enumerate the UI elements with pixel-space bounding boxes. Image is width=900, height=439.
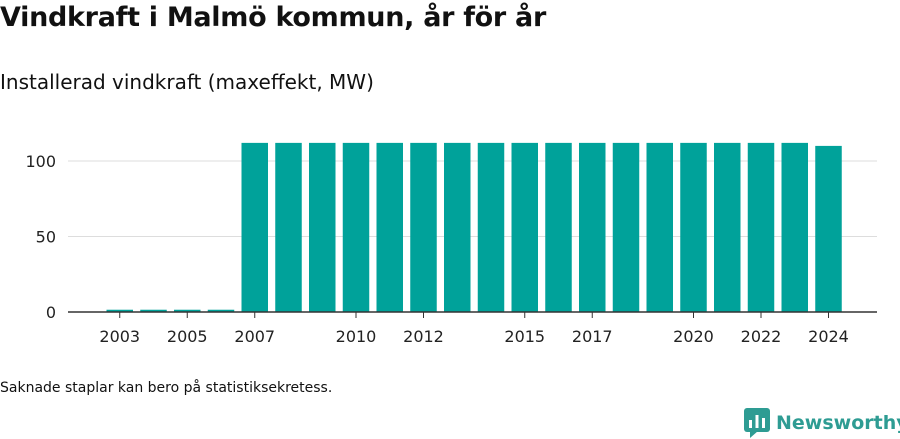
x-tick-label: 2024 <box>808 327 849 346</box>
x-tick-label: 2005 <box>167 327 208 346</box>
bar-2019 <box>646 142 673 312</box>
x-tick-label: 2020 <box>673 327 714 346</box>
bar-2003 <box>106 309 133 312</box>
brand-logo[interactable]: Newsworthy <box>744 407 900 439</box>
x-tick-label: 2010 <box>336 327 377 346</box>
bar-2022 <box>747 142 775 312</box>
chart-title: Vindkraft i Malmö kommun, år för år <box>0 2 546 33</box>
x-tick-label: 2022 <box>741 327 782 346</box>
bar-2009 <box>309 142 336 312</box>
bar-2017 <box>579 142 606 312</box>
bar-chart: 0 50 100 2003 2005 2007 2010 2012 2015 2017 2020 20… <box>25 142 877 346</box>
bar-2012 <box>410 142 437 312</box>
bar-2016 <box>545 142 572 312</box>
bar-2008 <box>275 142 302 312</box>
bar-2007 <box>241 142 268 312</box>
gridlines <box>68 160 877 237</box>
newsworthy-logo-icon <box>744 408 770 438</box>
bar-2011 <box>376 142 403 312</box>
x-tick-label: 2012 <box>403 327 444 346</box>
x-tick-label: 2003 <box>99 327 140 346</box>
x-tick-label: 2007 <box>234 327 275 346</box>
axes: 0 50 100 2003 2005 2007 2010 2012 2015 2017 2020 20… <box>25 152 877 346</box>
bar-2014 <box>477 142 505 312</box>
x-tick-label: 2017 <box>572 327 613 346</box>
chart-subtitle: Installerad vindkraft (maxeffekt, MW) <box>0 70 374 94</box>
brand-name: Newsworthy <box>776 412 900 434</box>
bar-2024 <box>815 145 842 312</box>
y-tick-label: 100 <box>25 152 56 171</box>
bar-2020 <box>680 142 707 312</box>
bar-2004 <box>140 309 167 312</box>
bar-2005 <box>174 309 201 312</box>
bar-2018 <box>612 142 640 312</box>
y-tick-label: 0 <box>46 303 56 322</box>
x-tick-label: 2015 <box>504 327 545 346</box>
y-tick-label: 50 <box>36 228 56 247</box>
bars <box>106 142 842 312</box>
bar-2010 <box>342 142 370 312</box>
bar-2021 <box>714 142 741 312</box>
bar-2023 <box>781 142 808 312</box>
bar-2015 <box>511 142 538 312</box>
footnote: Saknade staplar kan bero på statistiksek… <box>0 380 333 396</box>
bar-2006 <box>207 309 235 312</box>
bar-2013 <box>444 142 471 312</box>
